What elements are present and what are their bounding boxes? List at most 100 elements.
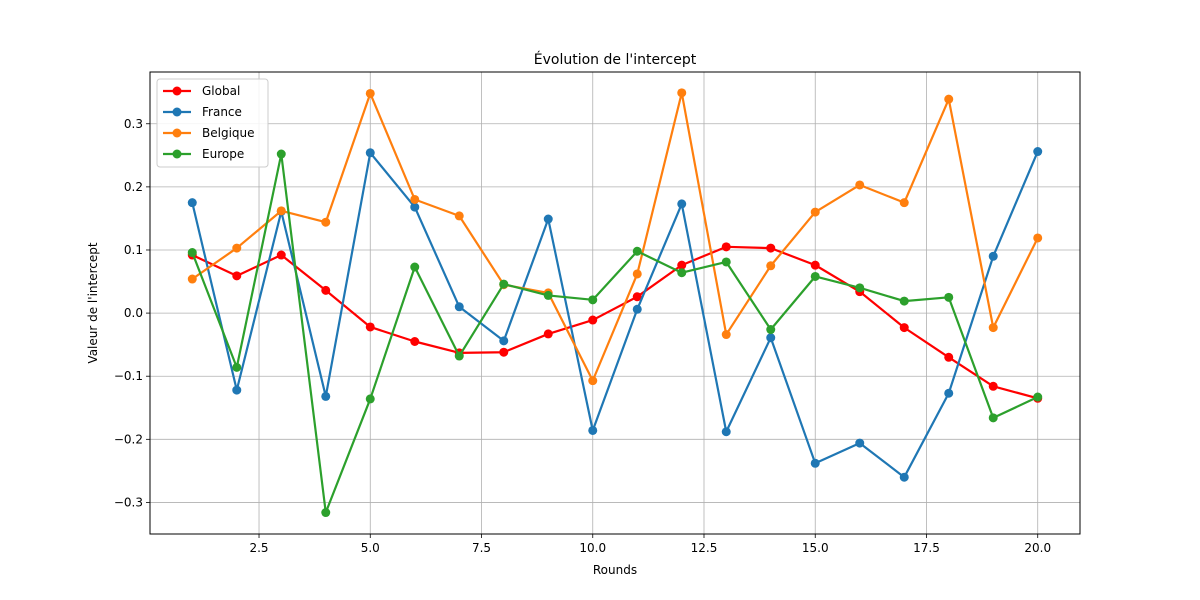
legend-label-global: Global [202, 84, 240, 98]
x-tick-label: 5.0 [361, 541, 380, 555]
data-point-france [543, 214, 553, 224]
data-point-france [810, 458, 820, 468]
data-point-europe [944, 292, 954, 302]
data-point-belgique [1033, 233, 1043, 243]
data-point-europe [543, 290, 553, 300]
y-axis-title: Valeur de l'intercept [86, 242, 100, 363]
data-point-global [321, 285, 331, 295]
x-tick-label: 17.5 [913, 541, 940, 555]
data-point-france [766, 333, 776, 343]
data-point-global [543, 329, 553, 339]
x-tick-label: 15.0 [802, 541, 829, 555]
data-point-belgique [632, 269, 642, 279]
data-point-france [721, 427, 731, 437]
legend-label-europe: Europe [202, 147, 244, 161]
data-point-europe [232, 362, 242, 372]
data-point-europe [499, 279, 509, 289]
data-point-france [1033, 147, 1043, 157]
y-tick-label: −0.3 [114, 495, 143, 509]
plot-frame [149, 71, 1081, 535]
legend: Global France Belgique Europe [156, 78, 269, 168]
x-tick-label: 12.5 [691, 541, 718, 555]
data-point-france [899, 472, 909, 482]
data-point-france [677, 199, 687, 209]
data-point-global [944, 352, 954, 362]
legend-marker-france [172, 107, 182, 117]
chart-title: Évolution de l'intercept [534, 51, 697, 68]
data-point-global [899, 323, 909, 333]
data-point-europe [410, 262, 420, 272]
data-point-france [988, 251, 998, 261]
y-tick-label: −0.1 [114, 369, 143, 383]
y-tick-label: 0.0 [124, 306, 143, 320]
data-point-belgique [454, 211, 464, 221]
series-line-global [191, 245, 1039, 400]
data-point-belgique [365, 88, 375, 98]
data-point-europe [588, 295, 598, 305]
x-tick-label: 10.0 [579, 541, 606, 555]
data-point-global [766, 243, 776, 253]
data-point-europe [1033, 392, 1043, 402]
data-point-france [632, 304, 642, 314]
data-point-france [499, 336, 509, 346]
legend-frame [156, 78, 269, 168]
data-point-europe [988, 413, 998, 423]
data-point-belgique [810, 207, 820, 217]
data-point-belgique [321, 217, 331, 227]
data-point-europe [810, 271, 820, 281]
series-group [187, 88, 1043, 518]
x-tick-label: 7.5 [472, 541, 491, 555]
data-point-europe [365, 394, 375, 404]
legend-marker-global [172, 86, 182, 96]
data-point-europe [276, 149, 286, 159]
data-point-europe [899, 296, 909, 306]
data-point-belgique [410, 194, 420, 204]
data-point-global [499, 347, 509, 357]
data-point-global [677, 260, 687, 270]
data-point-global [365, 322, 375, 332]
series-line-europe [191, 152, 1039, 514]
data-point-belgique [899, 198, 909, 208]
data-point-global [721, 242, 731, 252]
series-line-france [191, 151, 1039, 479]
data-point-europe [454, 351, 464, 361]
data-point-global [588, 315, 598, 325]
x-axis: 2.5 5.0 7.5 10.0 12.5 15.0 17.5 20.0 [249, 534, 1051, 555]
data-point-global [632, 292, 642, 302]
y-axis: −0.3 −0.2 −0.1 0.0 0.1 0.2 0.3 [114, 117, 150, 509]
data-point-belgique [944, 94, 954, 104]
data-point-france [187, 198, 197, 208]
legend-marker-belgique [172, 128, 182, 138]
data-point-europe [677, 268, 687, 278]
data-point-belgique [588, 376, 598, 386]
data-point-belgique [677, 88, 687, 98]
data-point-france [855, 438, 865, 448]
data-point-france [944, 388, 954, 398]
data-point-global [276, 250, 286, 260]
data-point-france [365, 148, 375, 158]
y-tick-label: 0.3 [124, 117, 143, 131]
data-point-global [810, 260, 820, 270]
data-point-global [232, 271, 242, 281]
data-point-europe [632, 246, 642, 256]
data-point-belgique [232, 243, 242, 253]
data-point-belgique [766, 261, 776, 271]
data-point-france [410, 202, 420, 212]
data-point-france [232, 385, 242, 395]
data-point-france [588, 425, 598, 435]
x-axis-title: Rounds [593, 563, 637, 577]
data-point-belgique [187, 274, 197, 284]
series-line-belgique [191, 91, 1039, 382]
data-point-belgique [988, 323, 998, 333]
data-point-europe [321, 508, 331, 518]
data-point-global [410, 337, 420, 346]
data-point-belgique [276, 206, 286, 216]
data-point-belgique [855, 180, 865, 190]
data-point-europe [187, 248, 197, 258]
legend-label-belgique: Belgique [202, 126, 255, 140]
plot-area [150, 72, 1080, 534]
data-point-global [988, 381, 998, 391]
data-point-europe [766, 325, 776, 335]
data-point-france [321, 391, 331, 401]
